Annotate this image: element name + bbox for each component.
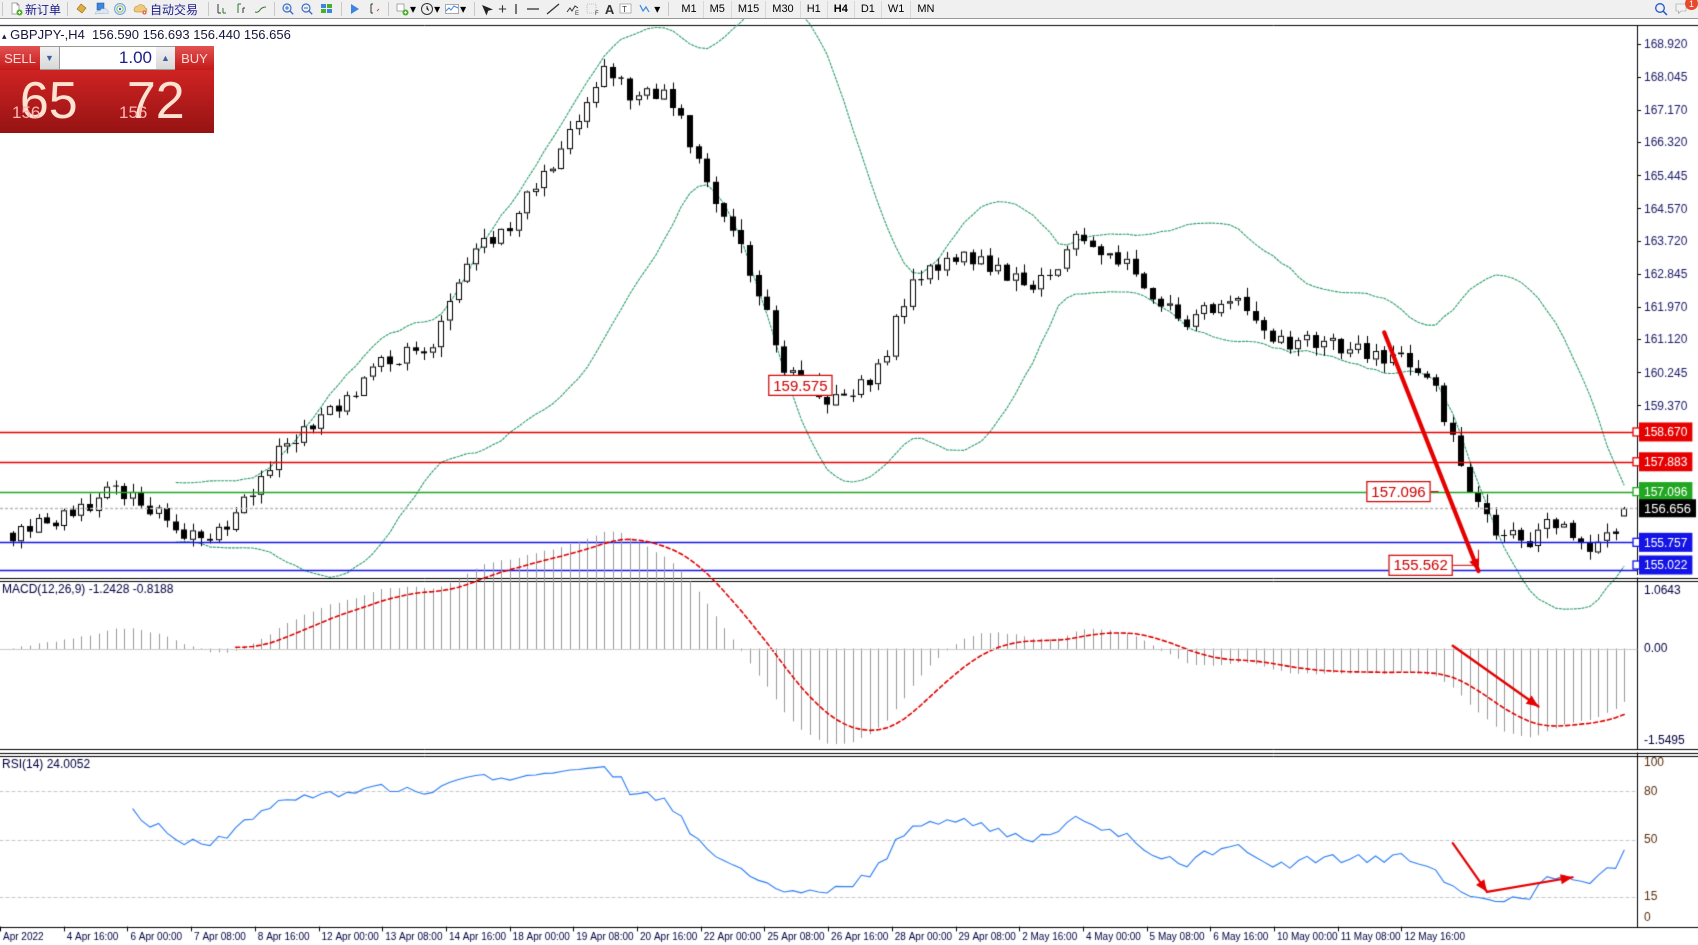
- svg-text:T: T: [622, 5, 627, 14]
- svg-text:E: E: [575, 11, 579, 16]
- svg-text:F: F: [595, 11, 599, 16]
